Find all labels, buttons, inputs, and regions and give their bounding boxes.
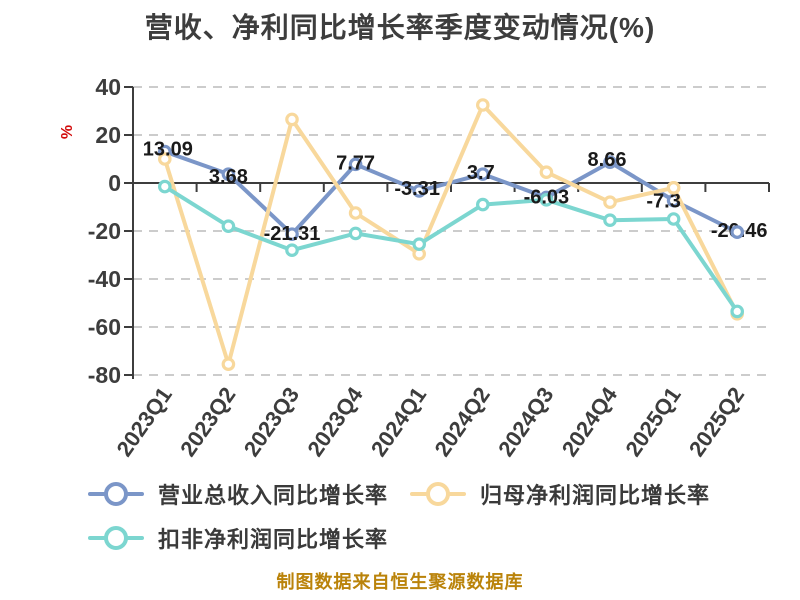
x-axis-tick-label: 2023Q3	[239, 383, 304, 461]
x-axis-tick-label: 2024Q3	[493, 383, 558, 461]
data-point-nongaap-net-profit-yoy	[603, 213, 617, 227]
data-point-label: -6.03	[524, 186, 570, 208]
x-axis-tick-label: 2024Q1	[366, 383, 431, 461]
series-line-parent-net-profit-yoy	[162, 103, 740, 367]
legend-item-parent-net-profit-yoy[interactable]: 归母净利润同比增长率	[410, 481, 711, 508]
data-point-nongaap-net-profit-yoy	[221, 219, 236, 233]
data-point-label: 13.09	[143, 139, 193, 161]
data-point-label: 3.68	[209, 166, 248, 188]
data-point-label: -21.31	[264, 223, 321, 245]
data-point-parent-net-profit-yoy	[285, 112, 299, 127]
x-axis-tick-label: 2024Q4	[557, 382, 623, 461]
data-point-revenue-yoy	[285, 227, 299, 241]
data-point-parent-net-profit-yoy	[603, 195, 617, 209]
x-axis-tick-label: 2023Q4	[302, 382, 368, 461]
data-point-label: 3.7	[467, 162, 495, 184]
legend-item-nongaap-net-profit-yoy[interactable]: 扣非净利润同比增长率	[88, 525, 389, 552]
y-axis-tick-label: -40	[88, 266, 121, 292]
y-axis-tick-label: -20	[88, 218, 121, 244]
data-point-parent-net-profit-yoy	[539, 165, 554, 179]
y-axis-tick-label: -80	[88, 362, 121, 388]
data-point-parent-net-profit-yoy	[221, 357, 236, 371]
legend-line-marker-icon	[410, 481, 466, 507]
data-point-nongaap-net-profit-yoy	[285, 243, 299, 257]
data-point-nongaap-net-profit-yoy	[158, 179, 172, 194]
data-point-label: 8.66	[588, 149, 627, 171]
data-point-revenue-yoy	[348, 157, 363, 172]
data-point-revenue-yoy	[475, 167, 490, 181]
series-line-nongaap-net-profit-yoy	[162, 184, 740, 314]
data-point-revenue-yoy	[412, 184, 426, 198]
legend-item-revenue-yoy[interactable]: 营业总收入同比增长率	[88, 481, 389, 508]
x-axis-tick-label: 2025Q1	[620, 383, 685, 461]
y-axis-tick-label: -60	[88, 314, 121, 340]
chart-title: 营收、净利同比增长率季度变动情况(%)	[144, 12, 656, 43]
data-point-label: 7.77	[336, 152, 375, 174]
data-point-revenue-yoy	[221, 167, 236, 181]
data-source-note: 制图数据来自恒生聚源数据库	[276, 572, 524, 592]
x-axis-tick-label: 2023Q1	[112, 383, 177, 461]
x-axis-tick-label: 2023Q2	[175, 383, 240, 461]
x-axis-tick-label: 2024Q2	[430, 383, 495, 461]
y-axis-tick-label: 40	[95, 74, 121, 100]
data-point-parent-net-profit-yoy	[158, 152, 172, 166]
legend-line-marker-icon	[88, 525, 144, 551]
data-point-revenue-yoy	[603, 155, 617, 170]
data-point-label: -3.31	[394, 178, 440, 200]
y-axis-tick-label: 0	[108, 170, 121, 196]
legend-label-parent-net-profit-yoy: 归母净利润同比增长率	[480, 483, 711, 508]
data-point-nongaap-net-profit-yoy	[475, 197, 490, 212]
y-axis-tick-label: 20	[95, 122, 121, 148]
legend-label-nongaap-net-profit-yoy: 扣非净利润同比增长率	[158, 527, 389, 552]
data-point-parent-net-profit-yoy	[666, 181, 681, 195]
data-point-nongaap-net-profit-yoy	[666, 212, 681, 226]
data-point-revenue-yoy	[730, 225, 744, 239]
data-point-nongaap-net-profit-yoy	[730, 304, 744, 319]
legend-label-revenue-yoy: 营业总收入同比增长率	[158, 483, 389, 508]
data-point-parent-net-profit-yoy	[475, 98, 490, 112]
x-axis-tick-label: 2025Q2	[684, 383, 749, 461]
data-point-nongaap-net-profit-yoy	[412, 237, 426, 251]
legend-line-marker-icon	[88, 481, 144, 507]
data-point-parent-net-profit-yoy	[348, 206, 363, 220]
data-point-label: -7.3	[646, 191, 680, 213]
data-point-nongaap-net-profit-yoy	[348, 226, 363, 241]
data-point-nongaap-net-profit-yoy	[539, 193, 554, 207]
